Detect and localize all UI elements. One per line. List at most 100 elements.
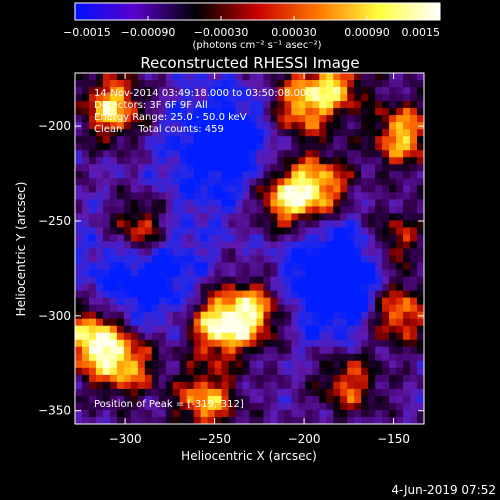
heatmap-cell <box>354 290 362 299</box>
heatmap-cell <box>179 178 188 186</box>
heatmap-cell <box>256 339 264 348</box>
heatmap-cell <box>270 290 278 299</box>
heatmap-cell <box>354 381 362 390</box>
heatmap-cell <box>137 297 146 306</box>
heatmap-cell <box>116 136 125 144</box>
heatmap-cell <box>298 164 306 172</box>
heatmap-cell <box>256 136 264 144</box>
heatmap-cell <box>172 157 181 165</box>
heatmap-cell <box>75 262 83 270</box>
heatmap-cell <box>291 185 299 193</box>
heatmap-cell <box>81 206 90 214</box>
heatmap-cell <box>88 115 97 123</box>
heatmap-cell <box>326 339 334 348</box>
heatmap-cell <box>389 129 397 137</box>
heatmap-cell <box>228 192 236 200</box>
heatmap-cell <box>340 115 348 123</box>
heatmap-cell <box>179 346 188 355</box>
heatmap-cell <box>200 213 209 221</box>
heatmap-cell <box>172 332 181 341</box>
heatmap-cell <box>137 402 146 411</box>
heatmap-cell <box>123 311 132 320</box>
heatmap-cell <box>151 108 160 116</box>
heatmap-cell <box>130 353 139 362</box>
heatmap-cell <box>361 388 369 397</box>
heatmap-cell <box>403 297 411 306</box>
heatmap-cell <box>193 227 202 235</box>
heatmap-cell <box>319 381 327 390</box>
heatmap-cell <box>109 101 118 109</box>
heatmap-cell <box>396 304 404 313</box>
heatmap-cell <box>291 262 299 270</box>
heatmap-cell <box>151 325 160 334</box>
heatmap-cell <box>186 150 195 158</box>
heatmap-cell <box>417 395 424 404</box>
heatmap-cell <box>298 255 306 263</box>
heatmap-cell <box>214 360 222 369</box>
heatmap-cell <box>151 346 160 355</box>
heatmap-cell <box>340 311 348 320</box>
heatmap-cell <box>263 129 271 137</box>
heatmap-cell <box>347 269 355 277</box>
heatmap-cell <box>333 136 341 144</box>
heatmap-cell <box>298 94 306 102</box>
heatmap-cell <box>263 143 271 151</box>
heatmap-cell <box>88 388 97 397</box>
heatmap-cell <box>347 353 355 362</box>
heatmap-cell <box>249 346 257 355</box>
heatmap-cell <box>277 122 285 130</box>
heatmap-cell <box>158 388 167 397</box>
heatmap-cell <box>165 241 174 249</box>
heatmap-cell <box>95 318 104 327</box>
heatmap-cell <box>151 374 160 383</box>
annotation-line: Energy Range: 25.0 - 50.0 keV <box>94 112 247 123</box>
heatmap-cell <box>312 157 320 165</box>
heatmap-cell <box>200 290 209 299</box>
heatmap-cell <box>368 304 376 313</box>
heatmap-cell <box>305 409 313 418</box>
heatmap-cell <box>123 101 132 109</box>
heatmap-cell <box>102 276 111 284</box>
heatmap-cell <box>75 353 83 362</box>
heatmap-cell <box>298 87 306 95</box>
heatmap-cell <box>151 416 160 424</box>
heatmap-cell <box>186 122 195 130</box>
heatmap-cell <box>368 290 376 299</box>
heatmap-cell <box>305 269 313 277</box>
heatmap-cell <box>151 381 160 390</box>
heatmap-cell <box>361 416 369 424</box>
heatmap-cell <box>123 87 132 95</box>
heatmap-cell <box>368 374 376 383</box>
heatmap-cell <box>75 290 83 299</box>
heatmap-cell <box>410 304 418 313</box>
heatmap-cell <box>361 192 369 200</box>
heatmap-cell <box>123 185 132 193</box>
heatmap-cell <box>193 185 202 193</box>
heatmap-cell <box>214 381 222 390</box>
heatmap-cell <box>326 388 334 397</box>
heatmap-cell <box>221 255 229 263</box>
heatmap-cell <box>319 94 327 102</box>
heatmap-cell <box>207 290 215 299</box>
heatmap-cell <box>284 234 292 242</box>
heatmap-cell <box>102 367 111 376</box>
heatmap-cell <box>75 164 83 172</box>
heatmap-cell <box>256 213 264 221</box>
heatmap-cell <box>81 374 90 383</box>
heatmap-cell <box>81 311 90 320</box>
heatmap-cell <box>116 248 125 256</box>
heatmap-cell <box>75 297 83 306</box>
heatmap-cell <box>368 199 376 207</box>
heatmap-cell <box>151 87 160 95</box>
heatmap-cell <box>193 178 202 186</box>
heatmap-cell <box>382 416 390 424</box>
heatmap-cell <box>403 290 411 299</box>
heatmap-cell <box>193 122 202 130</box>
heatmap-cell <box>277 269 285 277</box>
colorbar-tick-label: 0.00030 <box>271 26 317 39</box>
heatmap-cell <box>417 381 424 390</box>
heatmap-cell <box>137 304 146 313</box>
heatmap-cell <box>410 143 418 151</box>
heatmap-cell <box>228 185 236 193</box>
heatmap-cell <box>347 241 355 249</box>
